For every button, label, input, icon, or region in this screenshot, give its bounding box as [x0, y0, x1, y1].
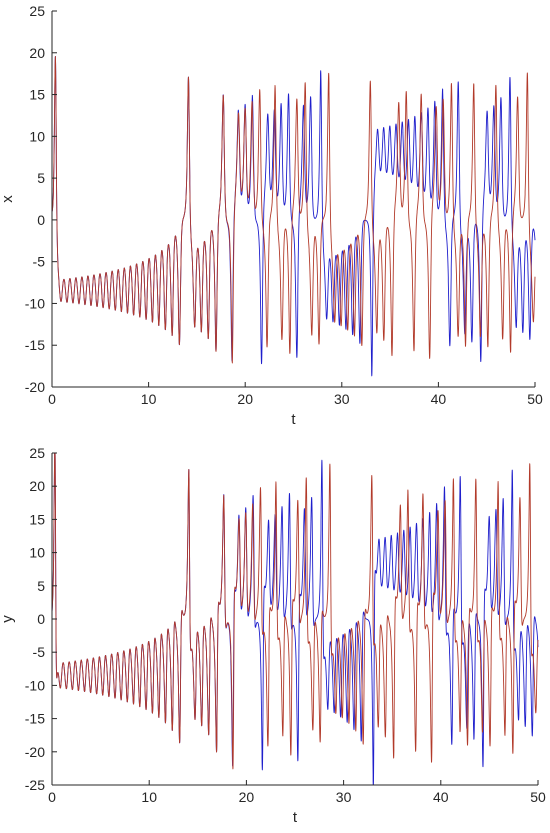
- x-axis-label: t: [291, 411, 296, 428]
- plot-y-vs-t: 0 10 20 30 40 50 -25 -20 -15 -10 -5 0 5 10 15 20 25 t y: [0, 445, 546, 826]
- x-tick-label: 0: [48, 391, 56, 407]
- series-line-1: [51, 56, 536, 377]
- y-tick-label: 25: [29, 3, 45, 19]
- x-tick-label: 50: [527, 391, 543, 407]
- y-tick-label: -20: [25, 379, 45, 395]
- x-tick-label: 20: [237, 391, 253, 407]
- y-tick-label: -5: [33, 644, 46, 660]
- axes: 0 10 20 30 40 50 -25 -20 -15 -10 -5 0 5 10 15 20 25: [25, 445, 546, 805]
- series-line-2: [51, 56, 536, 364]
- x-tick-label: 40: [433, 789, 449, 805]
- axes: 0 10 20 30 40 50 -20 -15 -10 -5 0 5 10 15 20 25: [25, 3, 543, 407]
- y-tick-label: -20: [25, 744, 45, 760]
- y-tick-label: 5: [37, 170, 45, 186]
- y-tick-label: 15: [29, 511, 45, 527]
- x-axis-label: t: [293, 809, 298, 826]
- y-tick-label: -5: [33, 254, 46, 270]
- y-axis-label: y: [0, 615, 16, 623]
- y-tick-label: 0: [37, 611, 45, 627]
- y-tick-label: -15: [25, 711, 45, 727]
- y-tick-label: 10: [29, 545, 45, 561]
- y-tick-label: 10: [29, 128, 45, 144]
- y-tick-label: -25: [25, 777, 45, 793]
- y-tick-label: 20: [29, 478, 45, 494]
- x-tick-label: 10: [141, 391, 157, 407]
- x-tick-label: 40: [431, 391, 447, 407]
- y-tick-label: 20: [29, 45, 45, 61]
- x-tick-label: 50: [530, 789, 546, 805]
- y-tick-label: 0: [37, 212, 45, 228]
- y-tick-label: 5: [37, 578, 45, 594]
- x-tick-label: 10: [141, 789, 157, 805]
- y-tick-label: 25: [29, 445, 45, 461]
- series-line-2: [51, 452, 539, 770]
- y-tick-label: -10: [25, 677, 45, 693]
- x-tick-label: 30: [334, 391, 350, 407]
- x-tick-label: 0: [48, 789, 56, 805]
- x-tick-label: 20: [239, 789, 255, 805]
- series-layer: [51, 452, 539, 786]
- y-tick-label: -15: [25, 337, 45, 353]
- y-tick-label: 15: [29, 87, 45, 103]
- plot-x-vs-t: 0 10 20 30 40 50 -20 -15 -10 -5 0 5 10 15 20 25 t x: [0, 3, 543, 428]
- series-line-1: [51, 452, 539, 786]
- y-axis-label: x: [0, 195, 16, 203]
- y-tick-label: -10: [25, 295, 45, 311]
- series-layer: [51, 56, 536, 377]
- x-tick-label: 30: [336, 789, 352, 805]
